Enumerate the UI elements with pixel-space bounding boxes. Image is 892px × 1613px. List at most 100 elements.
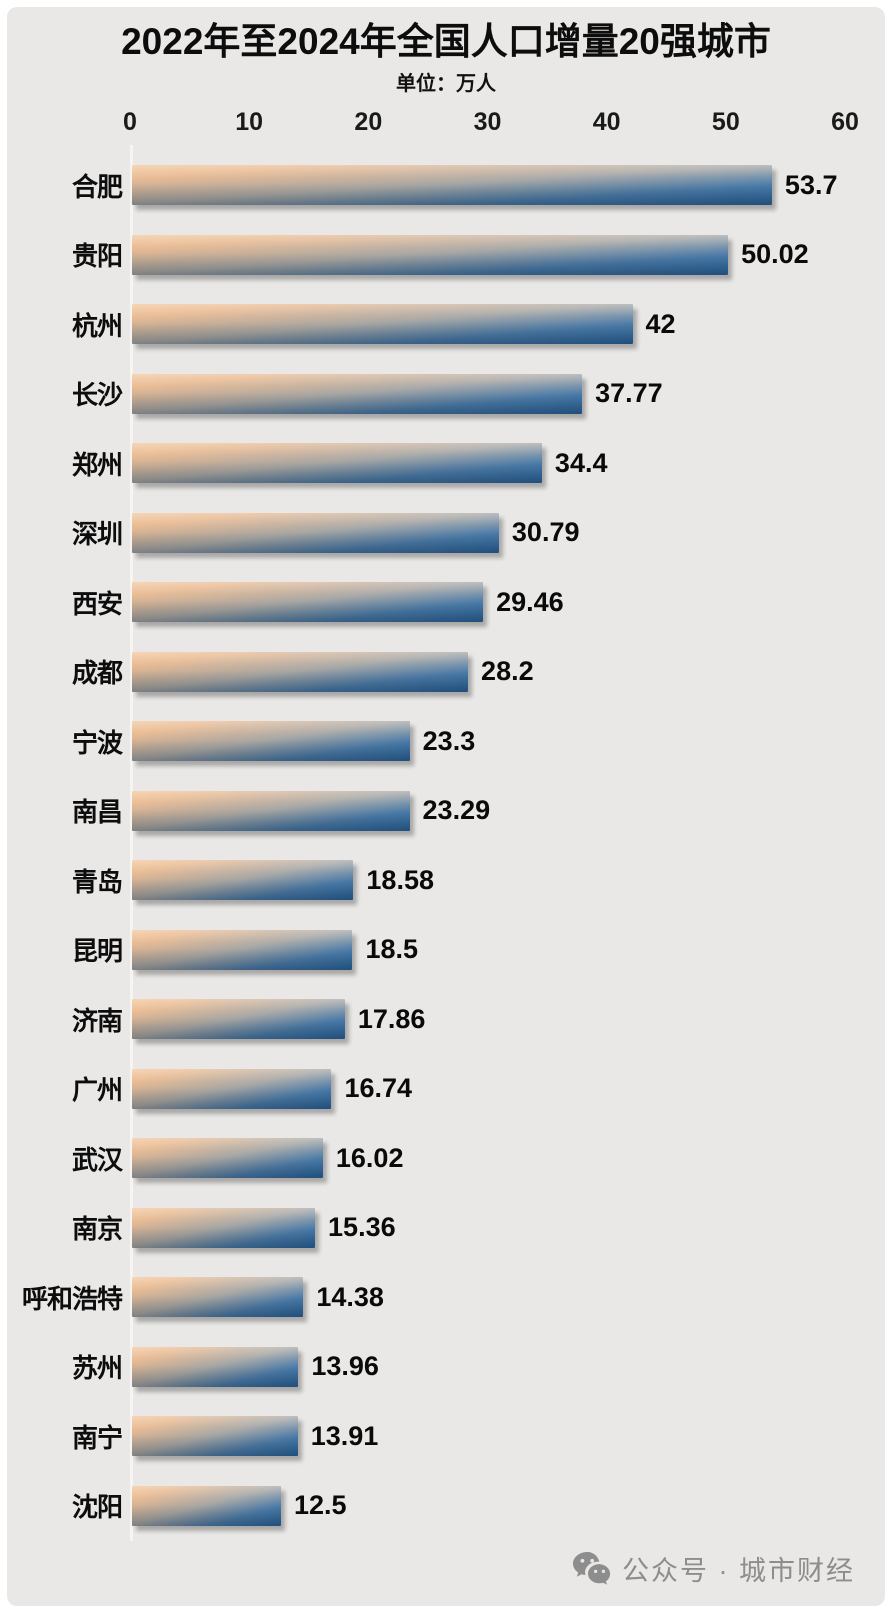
watermark-text: 公众号 · 城市财经: [622, 1556, 855, 1586]
bar-track: 17.86: [132, 999, 862, 1040]
value-label: 23.29: [422, 795, 491, 826]
city-label: 南昌: [71, 797, 123, 828]
value-label: 15.36: [328, 1212, 396, 1243]
bar-track: 30.79: [132, 512, 862, 553]
y-axis-line: [130, 144, 133, 1541]
chart-unit-label: 单位：万人: [396, 72, 496, 95]
bar-track: 18.5: [132, 929, 862, 970]
bar: [132, 1068, 332, 1109]
bar-row: 长沙 37.77: [7, 359, 885, 429]
value-label: 14.38: [316, 1281, 384, 1312]
bar-row: 广州 16.74: [7, 1054, 885, 1124]
bar: [132, 304, 633, 345]
bar-track: 18.58: [132, 860, 862, 901]
plot-area: 合肥 53.7 贵阳 50.02 杭州 42 长沙 37.77 郑州 34.4 深圳 30.79 西安 2…: [7, 144, 885, 1541]
bar-row: 沈阳 12.5: [7, 1471, 885, 1541]
bar: [132, 721, 410, 762]
bar-row: 南昌 23.29: [7, 776, 885, 846]
bar: [132, 582, 484, 623]
value-label: 53.7: [784, 169, 838, 200]
x-axis-tick: 0: [123, 107, 137, 136]
value-label: 30.79: [511, 517, 580, 548]
bar: [132, 1485, 281, 1526]
value-label: 50.02: [741, 239, 809, 270]
bar-track: 50.02: [132, 234, 862, 275]
value-label: 23.3: [422, 725, 476, 756]
city-label: 武汉: [71, 1144, 123, 1175]
x-axis-tick: 10: [235, 107, 264, 136]
bar-track: 23.3: [132, 721, 862, 762]
bar: [132, 1277, 304, 1318]
city-label: 宁波: [71, 727, 123, 758]
bar-row: 苏州 13.96: [7, 1332, 885, 1402]
bar-row: 昆明 18.5: [7, 915, 885, 985]
bar: [132, 1346, 299, 1387]
bar-row: 成都 28.2: [7, 637, 885, 707]
chart-title: 2022年至2024年全国人口增量20强城市: [121, 21, 771, 62]
bar-row: 深圳 30.79: [7, 498, 885, 568]
bar-row: 杭州 42: [7, 290, 885, 360]
bar-track: 29.46: [132, 582, 862, 623]
bar-track: 23.29: [132, 790, 862, 831]
bar-row: 武汉 16.02: [7, 1124, 885, 1194]
city-label: 呼和浩特: [21, 1283, 123, 1314]
city-label: 深圳: [71, 519, 123, 550]
x-axis-tick: 60: [831, 107, 859, 136]
bar-track: 13.91: [132, 1416, 862, 1457]
bar-row: 南京 15.36: [7, 1193, 885, 1263]
city-label: 南宁: [71, 1422, 123, 1453]
city-label: 合肥: [71, 171, 123, 202]
city-label: 杭州: [71, 310, 123, 341]
bar-row: 西安 29.46: [7, 568, 885, 638]
bar-row: 呼和浩特 14.38: [7, 1263, 885, 1333]
bar-row: 合肥 53.7: [7, 151, 885, 221]
bar: [132, 929, 353, 970]
bar-track: 13.96: [132, 1346, 862, 1387]
watermark: 公众号 · 城市财经: [572, 1549, 855, 1588]
value-label: 12.5: [293, 1490, 347, 1521]
x-axis-tick: 20: [354, 107, 383, 136]
bar-track: 42: [132, 304, 862, 345]
bar-row: 宁波 23.3: [7, 707, 885, 777]
city-label: 长沙: [71, 380, 123, 411]
city-label: 郑州: [71, 449, 123, 480]
value-label: 16.02: [335, 1142, 404, 1173]
bar: [132, 651, 469, 692]
bar: [132, 999, 345, 1040]
value-label: 18.58: [366, 864, 434, 895]
bar: [132, 790, 410, 831]
bar: [132, 1416, 298, 1457]
value-label: 17.86: [357, 1003, 426, 1034]
bar-track: 16.74: [132, 1068, 862, 1109]
bar-track: 16.02: [132, 1138, 862, 1179]
value-label: 13.91: [310, 1420, 379, 1451]
city-label: 南京: [71, 1214, 123, 1245]
wechat-icon: [573, 1551, 611, 1585]
city-label: 沈阳: [71, 1492, 123, 1523]
bar-row: 郑州 34.4: [7, 429, 885, 499]
bar-track: 34.4: [132, 443, 862, 484]
bar-row: 青岛 18.58: [7, 846, 885, 916]
value-label: 13.96: [311, 1351, 379, 1382]
bar: [132, 1207, 316, 1248]
bar: [132, 860, 354, 901]
x-axis-tick: 50: [711, 107, 740, 136]
city-label: 成都: [71, 658, 123, 689]
x-axis-tick: 30: [473, 107, 502, 136]
city-label: 西安: [71, 588, 123, 619]
bar-row: 贵阳 50.02: [7, 220, 885, 290]
bar-row: 济南 17.86: [7, 985, 885, 1055]
bar: [132, 443, 542, 484]
bar: [132, 234, 729, 275]
city-label: 青岛: [71, 866, 123, 897]
value-label: 37.77: [595, 378, 663, 409]
value-label: 34.4: [554, 447, 608, 478]
city-label: 广州: [71, 1075, 123, 1106]
x-axis-tick: 40: [592, 107, 621, 136]
bar-track: 12.5: [132, 1485, 862, 1526]
bar-row: 南宁 13.91: [7, 1402, 885, 1472]
city-label: 苏州: [71, 1353, 123, 1384]
bar-track: 14.38: [132, 1277, 862, 1318]
bar-track: 28.2: [132, 651, 862, 692]
